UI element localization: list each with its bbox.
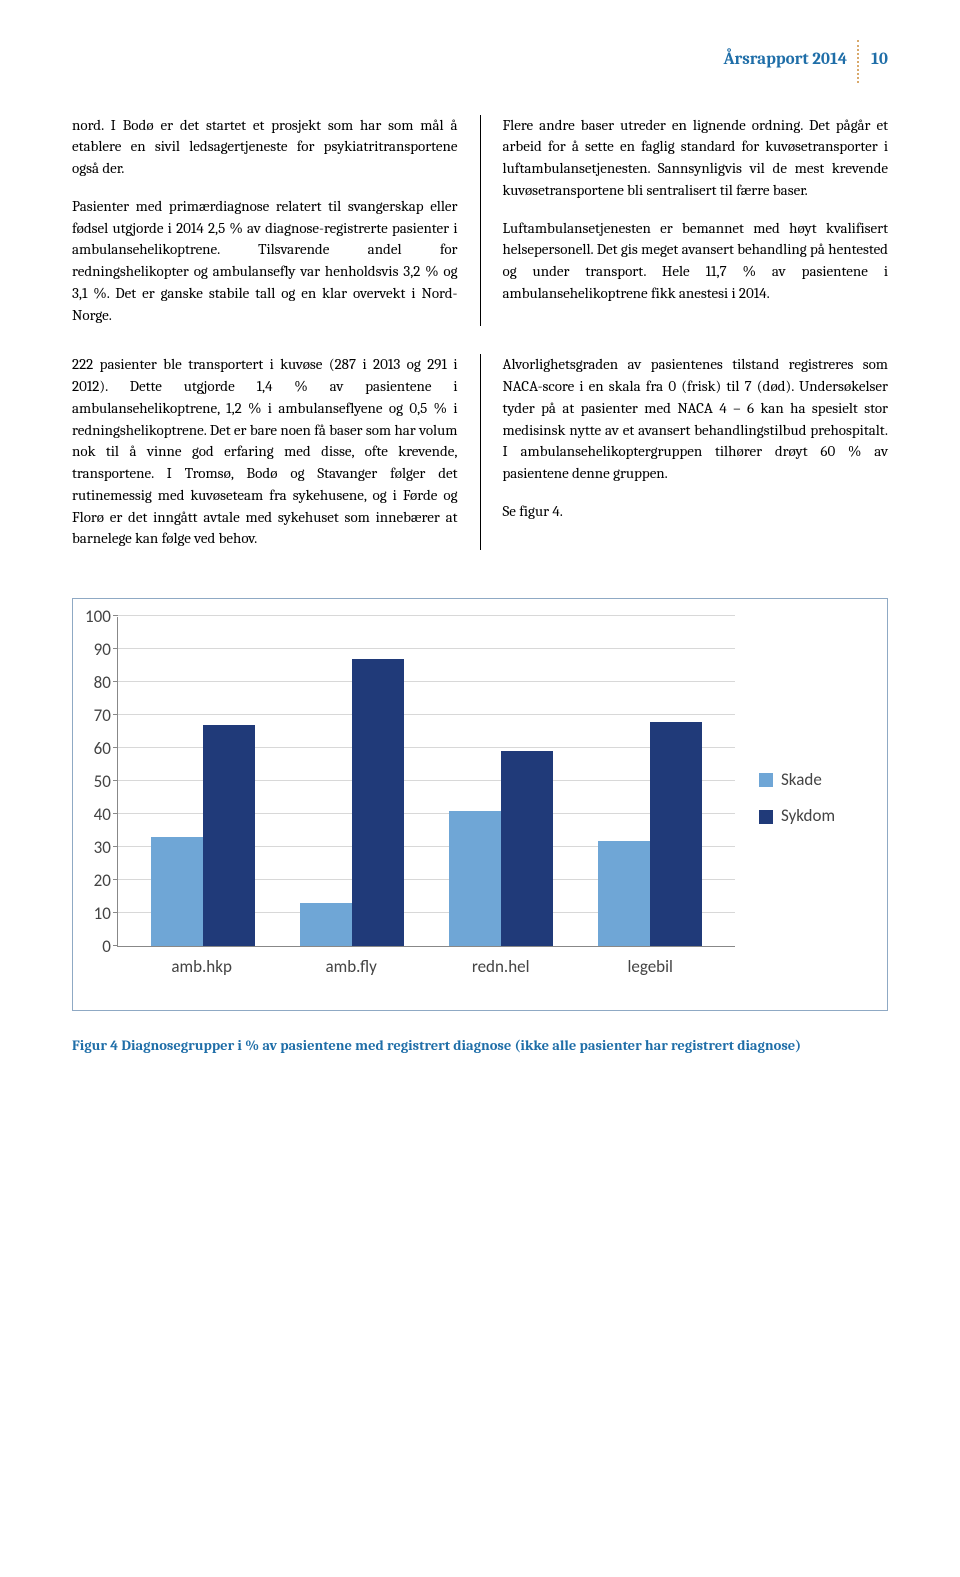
legend-swatch xyxy=(759,773,773,787)
bar xyxy=(449,811,501,946)
y-tick xyxy=(113,879,118,880)
bar xyxy=(203,725,255,946)
y-axis: 0102030405060708090100 xyxy=(85,617,117,947)
legend: Skade Sykdom xyxy=(735,617,863,980)
gridline xyxy=(118,615,735,616)
paragraph: Alvorlighetsgraden av pasientenes tilsta… xyxy=(503,354,889,485)
y-tick xyxy=(113,615,118,616)
page-number: 10 xyxy=(861,48,888,73)
y-tick xyxy=(113,945,118,946)
figure-caption: Figur 4 Diagnosegrupper i % av pasienten… xyxy=(72,1035,888,1056)
paragraph: 222 pasienter ble transportert i kuvøse … xyxy=(72,354,458,550)
x-tick-label: redn.hel xyxy=(426,955,576,980)
column-right: Flere andre baser utreder en lignende or… xyxy=(481,115,889,327)
paragraph: Se figur 4. xyxy=(503,501,889,523)
bar xyxy=(650,722,702,946)
column-left: 222 pasienter ble transportert i kuvøse … xyxy=(72,354,481,550)
paragraph: nord. I Bodø er det startet et prosjekt … xyxy=(72,115,458,180)
x-tick-label: legebil xyxy=(575,955,725,980)
bar-chart: 0102030405060708090100amb.hkpamb.flyredn… xyxy=(72,598,888,1011)
legend-label: Sykdom xyxy=(781,804,835,829)
page-header: Årsrapport 2014 10 xyxy=(72,48,888,73)
bar xyxy=(352,659,404,946)
y-tick xyxy=(113,846,118,847)
y-tick xyxy=(113,747,118,748)
gridline xyxy=(118,648,735,649)
gridline xyxy=(118,681,735,682)
paragraph: Pasienter med primærdiagnose relatert ti… xyxy=(72,196,458,327)
column-right: Alvorlighetsgraden av pasientenes tilsta… xyxy=(481,354,889,550)
legend-label: Skade xyxy=(781,768,822,793)
bar-group xyxy=(300,659,404,946)
legend-item: Sykdom xyxy=(759,804,863,829)
paragraph: Flere andre baser utreder en lignende or… xyxy=(503,115,889,202)
bar xyxy=(151,837,203,946)
y-tick xyxy=(113,813,118,814)
y-tick xyxy=(113,648,118,649)
plot-area xyxy=(117,617,735,947)
text-block-2: 222 pasienter ble transportert i kuvøse … xyxy=(72,354,888,550)
legend-item: Skade xyxy=(759,768,863,793)
y-tick xyxy=(113,681,118,682)
x-tick-label: amb.fly xyxy=(276,955,426,980)
paragraph: Luftambulansetjenesten er bemannet med h… xyxy=(503,218,889,305)
column-left: nord. I Bodø er det startet et prosjekt … xyxy=(72,115,481,327)
report-title: Årsrapport 2014 xyxy=(723,48,847,73)
bar xyxy=(598,841,650,947)
bar-group xyxy=(598,722,702,946)
x-axis: amb.hkpamb.flyredn.hellegebil xyxy=(117,947,735,980)
bar xyxy=(501,751,553,946)
text-block-1: nord. I Bodø er det startet et prosjekt … xyxy=(72,115,888,327)
bar-group xyxy=(151,725,255,946)
legend-swatch xyxy=(759,810,773,824)
y-tick xyxy=(113,780,118,781)
x-tick-label: amb.hkp xyxy=(127,955,277,980)
bar-group xyxy=(449,751,553,946)
bar xyxy=(300,903,352,946)
y-tick xyxy=(113,912,118,913)
gridline xyxy=(118,714,735,715)
y-tick xyxy=(113,714,118,715)
